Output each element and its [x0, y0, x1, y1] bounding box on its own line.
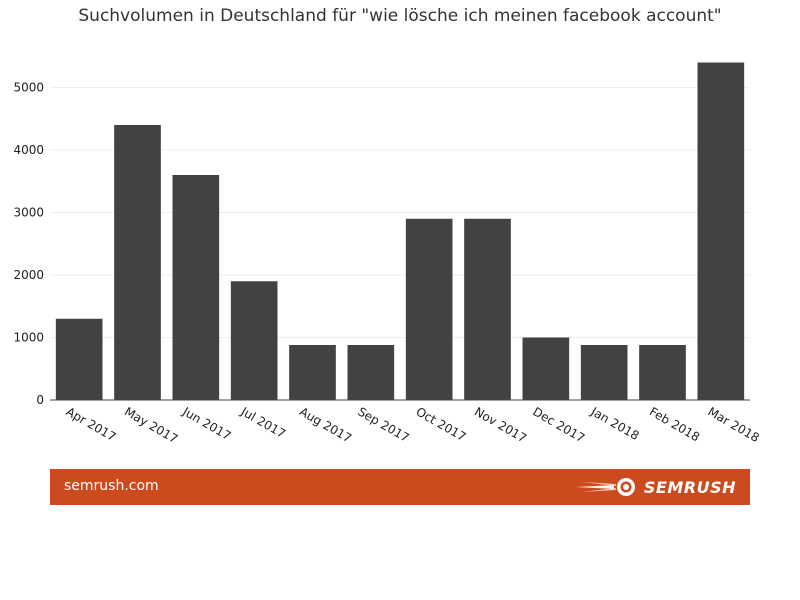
x-tick-label: Sep 2017	[355, 404, 411, 445]
bar[interactable]	[230, 281, 278, 400]
footer-site-link[interactable]: semrush.com	[64, 478, 159, 494]
x-tick-label: Aug 2017	[297, 404, 354, 445]
bar[interactable]	[522, 337, 570, 401]
y-tick-label: 5000	[13, 81, 44, 95]
bar[interactable]	[580, 345, 628, 400]
brand-logo[interactable]: SEMRUSH	[574, 474, 736, 500]
x-tick-labels: Apr 2017 May 2017 Jun 2017 Jul 2017 Aug 2017…	[64, 404, 762, 446]
x-tick-label: Jan 2018	[588, 404, 642, 443]
x-tick-label: Mar 2018	[705, 404, 761, 445]
y-tick-label: 0	[36, 393, 44, 407]
bar[interactable]	[639, 345, 686, 400]
y-tick-label: 3000	[13, 206, 44, 220]
x-tick-label: Jun 2017	[179, 404, 233, 443]
bar[interactable]	[405, 218, 453, 400]
bar[interactable]	[347, 345, 395, 400]
bar[interactable]	[464, 218, 511, 400]
semrush-fireball-icon	[575, 478, 635, 496]
x-tick-label: Oct 2017	[414, 404, 469, 444]
x-tick-label: Jul 2017	[238, 404, 288, 441]
x-tick-label: Feb 2018	[647, 404, 702, 444]
bar[interactable]	[172, 175, 220, 400]
y-tick-label: 1000	[13, 331, 44, 345]
bar[interactable]	[114, 125, 161, 400]
x-tick-label: Apr 2017	[64, 404, 119, 444]
bar[interactable]	[289, 345, 336, 400]
bar[interactable]	[55, 318, 103, 400]
x-tick-label: Dec 2017	[530, 404, 587, 445]
chart-title: Suchvolumen in Deutschland für "wie lösc…	[78, 6, 722, 26]
brand-name: SEMRUSH	[643, 477, 736, 497]
x-tick-label: May 2017	[122, 404, 180, 446]
grid-lines	[50, 87, 750, 338]
bars	[55, 62, 745, 401]
footer-bar: semrush.com SEMRUSH	[50, 469, 750, 505]
x-tick-label: Nov 2017	[472, 404, 529, 445]
y-tick-label: 4000	[13, 143, 44, 157]
bar[interactable]	[697, 62, 745, 401]
y-tick-label: 2000	[13, 268, 44, 282]
y-tick-labels: 0 1000 2000 3000 4000 5000	[13, 81, 44, 408]
